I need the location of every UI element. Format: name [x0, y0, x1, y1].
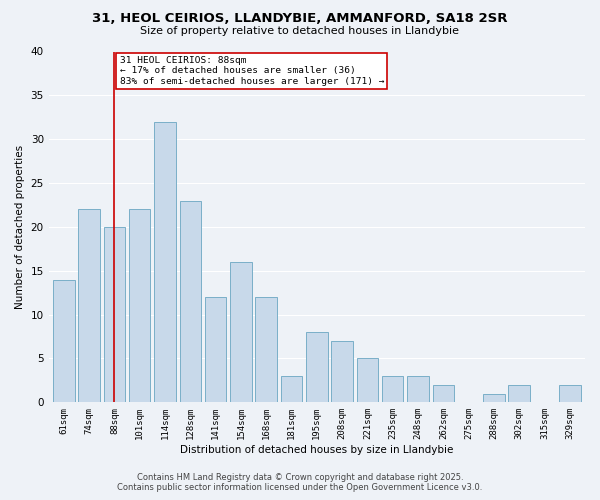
Bar: [407, 376, 429, 402]
Bar: [559, 385, 581, 402]
Bar: [356, 358, 378, 403]
Bar: [331, 341, 353, 402]
Bar: [508, 385, 530, 402]
Bar: [433, 385, 454, 402]
Bar: [79, 210, 100, 402]
Bar: [306, 332, 328, 402]
Bar: [104, 227, 125, 402]
Bar: [483, 394, 505, 402]
Y-axis label: Number of detached properties: Number of detached properties: [15, 145, 25, 309]
Bar: [205, 297, 226, 403]
Bar: [281, 376, 302, 402]
Bar: [256, 297, 277, 403]
Text: 31, HEOL CEIRIOS, LLANDYBIE, AMMANFORD, SA18 2SR: 31, HEOL CEIRIOS, LLANDYBIE, AMMANFORD, …: [92, 12, 508, 26]
Bar: [53, 280, 74, 402]
Text: Size of property relative to detached houses in Llandybie: Size of property relative to detached ho…: [140, 26, 460, 36]
Text: 31 HEOL CEIRIOS: 88sqm
← 17% of detached houses are smaller (36)
83% of semi-det: 31 HEOL CEIRIOS: 88sqm ← 17% of detached…: [119, 56, 384, 86]
Text: Contains HM Land Registry data © Crown copyright and database right 2025.
Contai: Contains HM Land Registry data © Crown c…: [118, 473, 482, 492]
Bar: [154, 122, 176, 402]
Bar: [179, 200, 201, 402]
Bar: [382, 376, 403, 402]
Bar: [230, 262, 251, 402]
Bar: [129, 210, 151, 402]
X-axis label: Distribution of detached houses by size in Llandybie: Distribution of detached houses by size …: [180, 445, 454, 455]
